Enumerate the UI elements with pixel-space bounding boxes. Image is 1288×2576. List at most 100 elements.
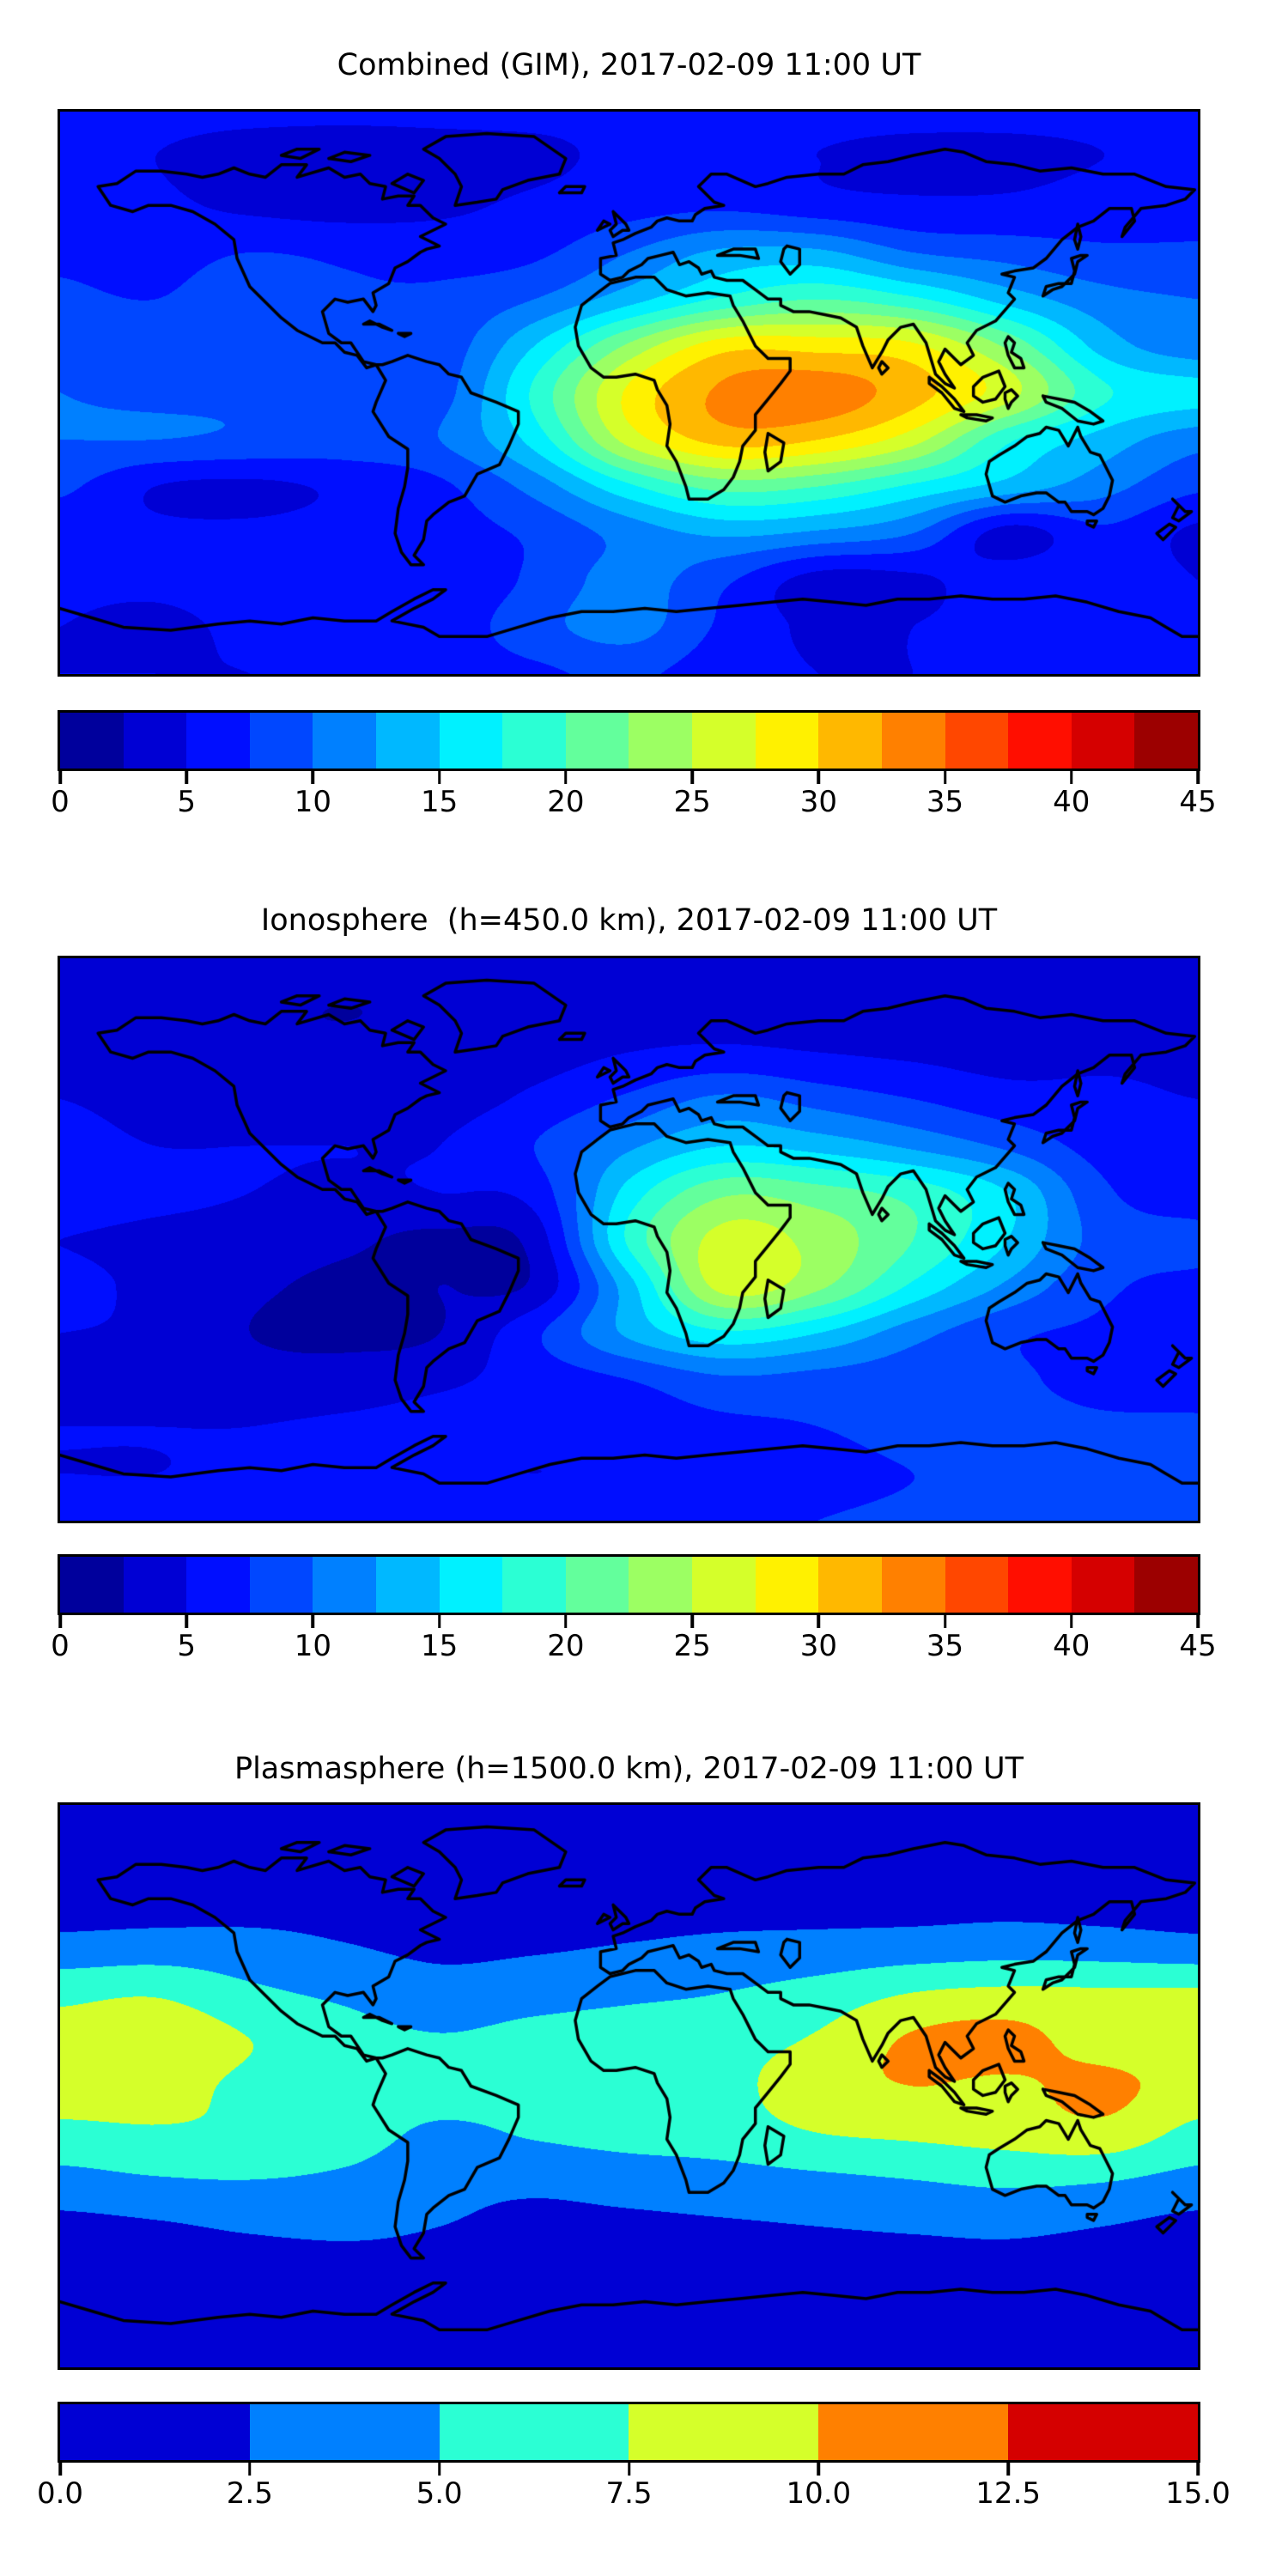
panel2-map bbox=[58, 956, 1200, 1523]
colorbar-tick-label: 5 bbox=[177, 1629, 197, 1663]
colorbar-segment bbox=[249, 1557, 313, 1613]
colorbar-tick-label: 12.5 bbox=[975, 2476, 1042, 2511]
colorbar-segment bbox=[249, 2404, 440, 2460]
panel3-colorbar-labels: 0.0 2.5 5.0 7.5 10.0 12.5 15.0 bbox=[37, 2476, 1230, 2514]
colorbar-segment bbox=[1008, 713, 1072, 769]
panel2-colorbar-ticks bbox=[58, 1615, 1200, 1629]
colorbar-tick-label: 45 bbox=[1179, 1629, 1217, 1663]
colorbar-segment bbox=[818, 713, 882, 769]
colorbar-tick-mark bbox=[58, 1615, 62, 1628]
colorbar-tick-mark bbox=[311, 1615, 315, 1628]
colorbar-tick-label: 0 bbox=[51, 785, 70, 819]
colorbar-segment bbox=[439, 1557, 503, 1613]
colorbar-tick-mark bbox=[248, 2463, 252, 2476]
colorbar-segment bbox=[1008, 1557, 1072, 1613]
colorbar-segment bbox=[1134, 1557, 1198, 1613]
colorbar-tick-mark bbox=[817, 771, 821, 784]
panel3-colorbar bbox=[58, 2402, 1200, 2463]
colorbar-tick-label: 20 bbox=[547, 1629, 585, 1663]
panel1-colorbar-ticks bbox=[58, 771, 1200, 785]
colorbar-tick-label: 10.0 bbox=[786, 2476, 852, 2511]
colorbar-tick-mark bbox=[564, 771, 568, 784]
panel3-map-canvas bbox=[60, 1805, 1198, 2367]
colorbar-segment bbox=[502, 713, 566, 769]
colorbar-tick-mark bbox=[58, 771, 62, 784]
colorbar-tick-mark bbox=[1070, 1615, 1073, 1628]
colorbar-tick-mark bbox=[943, 1615, 947, 1628]
colorbar-tick-label: 15 bbox=[421, 1629, 459, 1663]
colorbar-segment bbox=[755, 713, 819, 769]
colorbar-segment bbox=[755, 1557, 819, 1613]
colorbar-tick-label: 5.0 bbox=[416, 2476, 463, 2511]
colorbar-tick-mark bbox=[185, 771, 188, 784]
colorbar-tick-mark bbox=[1006, 2463, 1010, 2476]
colorbar-tick-mark bbox=[58, 2463, 62, 2476]
colorbar-tick-label: 45 bbox=[1179, 785, 1217, 819]
panel2-map-canvas bbox=[60, 958, 1198, 1521]
colorbar-tick-mark bbox=[185, 1615, 188, 1628]
colorbar-tick-label: 10 bbox=[294, 1629, 332, 1663]
colorbar-segment bbox=[60, 2404, 250, 2460]
colorbar-segment bbox=[186, 1557, 250, 1613]
colorbar-segment bbox=[629, 1557, 693, 1613]
colorbar-tick-mark bbox=[943, 771, 947, 784]
panel2-colorbar bbox=[58, 1554, 1200, 1615]
panel1-map bbox=[58, 109, 1200, 677]
colorbar-tick-mark bbox=[690, 1615, 694, 1628]
colorbar-segment bbox=[123, 713, 187, 769]
colorbar-segment bbox=[186, 713, 250, 769]
colorbar-segment bbox=[376, 1557, 440, 1613]
colorbar-tick-mark bbox=[437, 1615, 441, 1628]
colorbar-segment bbox=[945, 1557, 1009, 1613]
colorbar-tick-label: 2.5 bbox=[226, 2476, 273, 2511]
colorbar-tick-label: 0 bbox=[51, 1629, 70, 1663]
colorbar-segment bbox=[313, 1557, 377, 1613]
colorbar-segment bbox=[1008, 2404, 1198, 2460]
colorbar-tick-label: 25 bbox=[673, 785, 711, 819]
colorbar-segment bbox=[818, 1557, 882, 1613]
colorbar-tick-mark bbox=[627, 2463, 631, 2476]
panel3-map bbox=[58, 1802, 1200, 2370]
colorbar-tick-label: 7.5 bbox=[605, 2476, 653, 2511]
colorbar-segment bbox=[565, 1557, 629, 1613]
colorbar-tick-mark bbox=[437, 2463, 441, 2476]
colorbar-segment bbox=[692, 1557, 756, 1613]
panel2-colorbar-labels: 0 5 10 15 20 25 30 35 40 45 bbox=[51, 1629, 1216, 1667]
colorbar-segment bbox=[881, 1557, 945, 1613]
colorbar-tick-label: 20 bbox=[547, 785, 585, 819]
colorbar-tick-label: 25 bbox=[673, 1629, 711, 1663]
colorbar-tick-mark bbox=[1070, 771, 1073, 784]
colorbar-segment bbox=[502, 1557, 566, 1613]
colorbar-tick-mark bbox=[690, 771, 694, 784]
colorbar-tick-mark bbox=[437, 771, 441, 784]
colorbar-tick-mark bbox=[1196, 771, 1200, 784]
colorbar-segment bbox=[439, 713, 503, 769]
colorbar-tick-mark bbox=[1196, 2463, 1200, 2476]
colorbar-segment bbox=[818, 2404, 1009, 2460]
colorbar-segment bbox=[60, 713, 124, 769]
colorbar-tick-label: 10 bbox=[294, 785, 332, 819]
panel1-colorbar-labels: 0 5 10 15 20 25 30 35 40 45 bbox=[51, 785, 1216, 823]
colorbar-segment bbox=[692, 713, 756, 769]
panel1-title: Combined (GIM), 2017-02-09 11:00 UT bbox=[337, 48, 921, 82]
colorbar-tick-mark bbox=[311, 771, 315, 784]
colorbar-segment bbox=[376, 713, 440, 769]
colorbar-tick-label: 35 bbox=[926, 1629, 964, 1663]
colorbar-segment bbox=[1071, 1557, 1135, 1613]
colorbar-tick-mark bbox=[817, 2463, 821, 2476]
panel1-colorbar bbox=[58, 710, 1200, 771]
colorbar-segment bbox=[629, 713, 693, 769]
colorbar-tick-label: 15 bbox=[421, 785, 459, 819]
colorbar-segment bbox=[629, 2404, 819, 2460]
colorbar-tick-label: 40 bbox=[1053, 1629, 1091, 1663]
colorbar-segment bbox=[439, 2404, 629, 2460]
colorbar-tick-mark bbox=[564, 1615, 568, 1628]
colorbar-tick-label: 35 bbox=[926, 785, 964, 819]
colorbar-segment bbox=[60, 1557, 124, 1613]
panel2-title: Ionosphere (h=450.0 km), 2017-02-09 11:0… bbox=[260, 903, 998, 938]
colorbar-tick-label: 15.0 bbox=[1165, 2476, 1230, 2511]
colorbar-segment bbox=[565, 713, 629, 769]
colorbar-tick-mark bbox=[1196, 1615, 1200, 1628]
colorbar-tick-mark bbox=[817, 1615, 821, 1628]
colorbar-segment bbox=[881, 713, 945, 769]
